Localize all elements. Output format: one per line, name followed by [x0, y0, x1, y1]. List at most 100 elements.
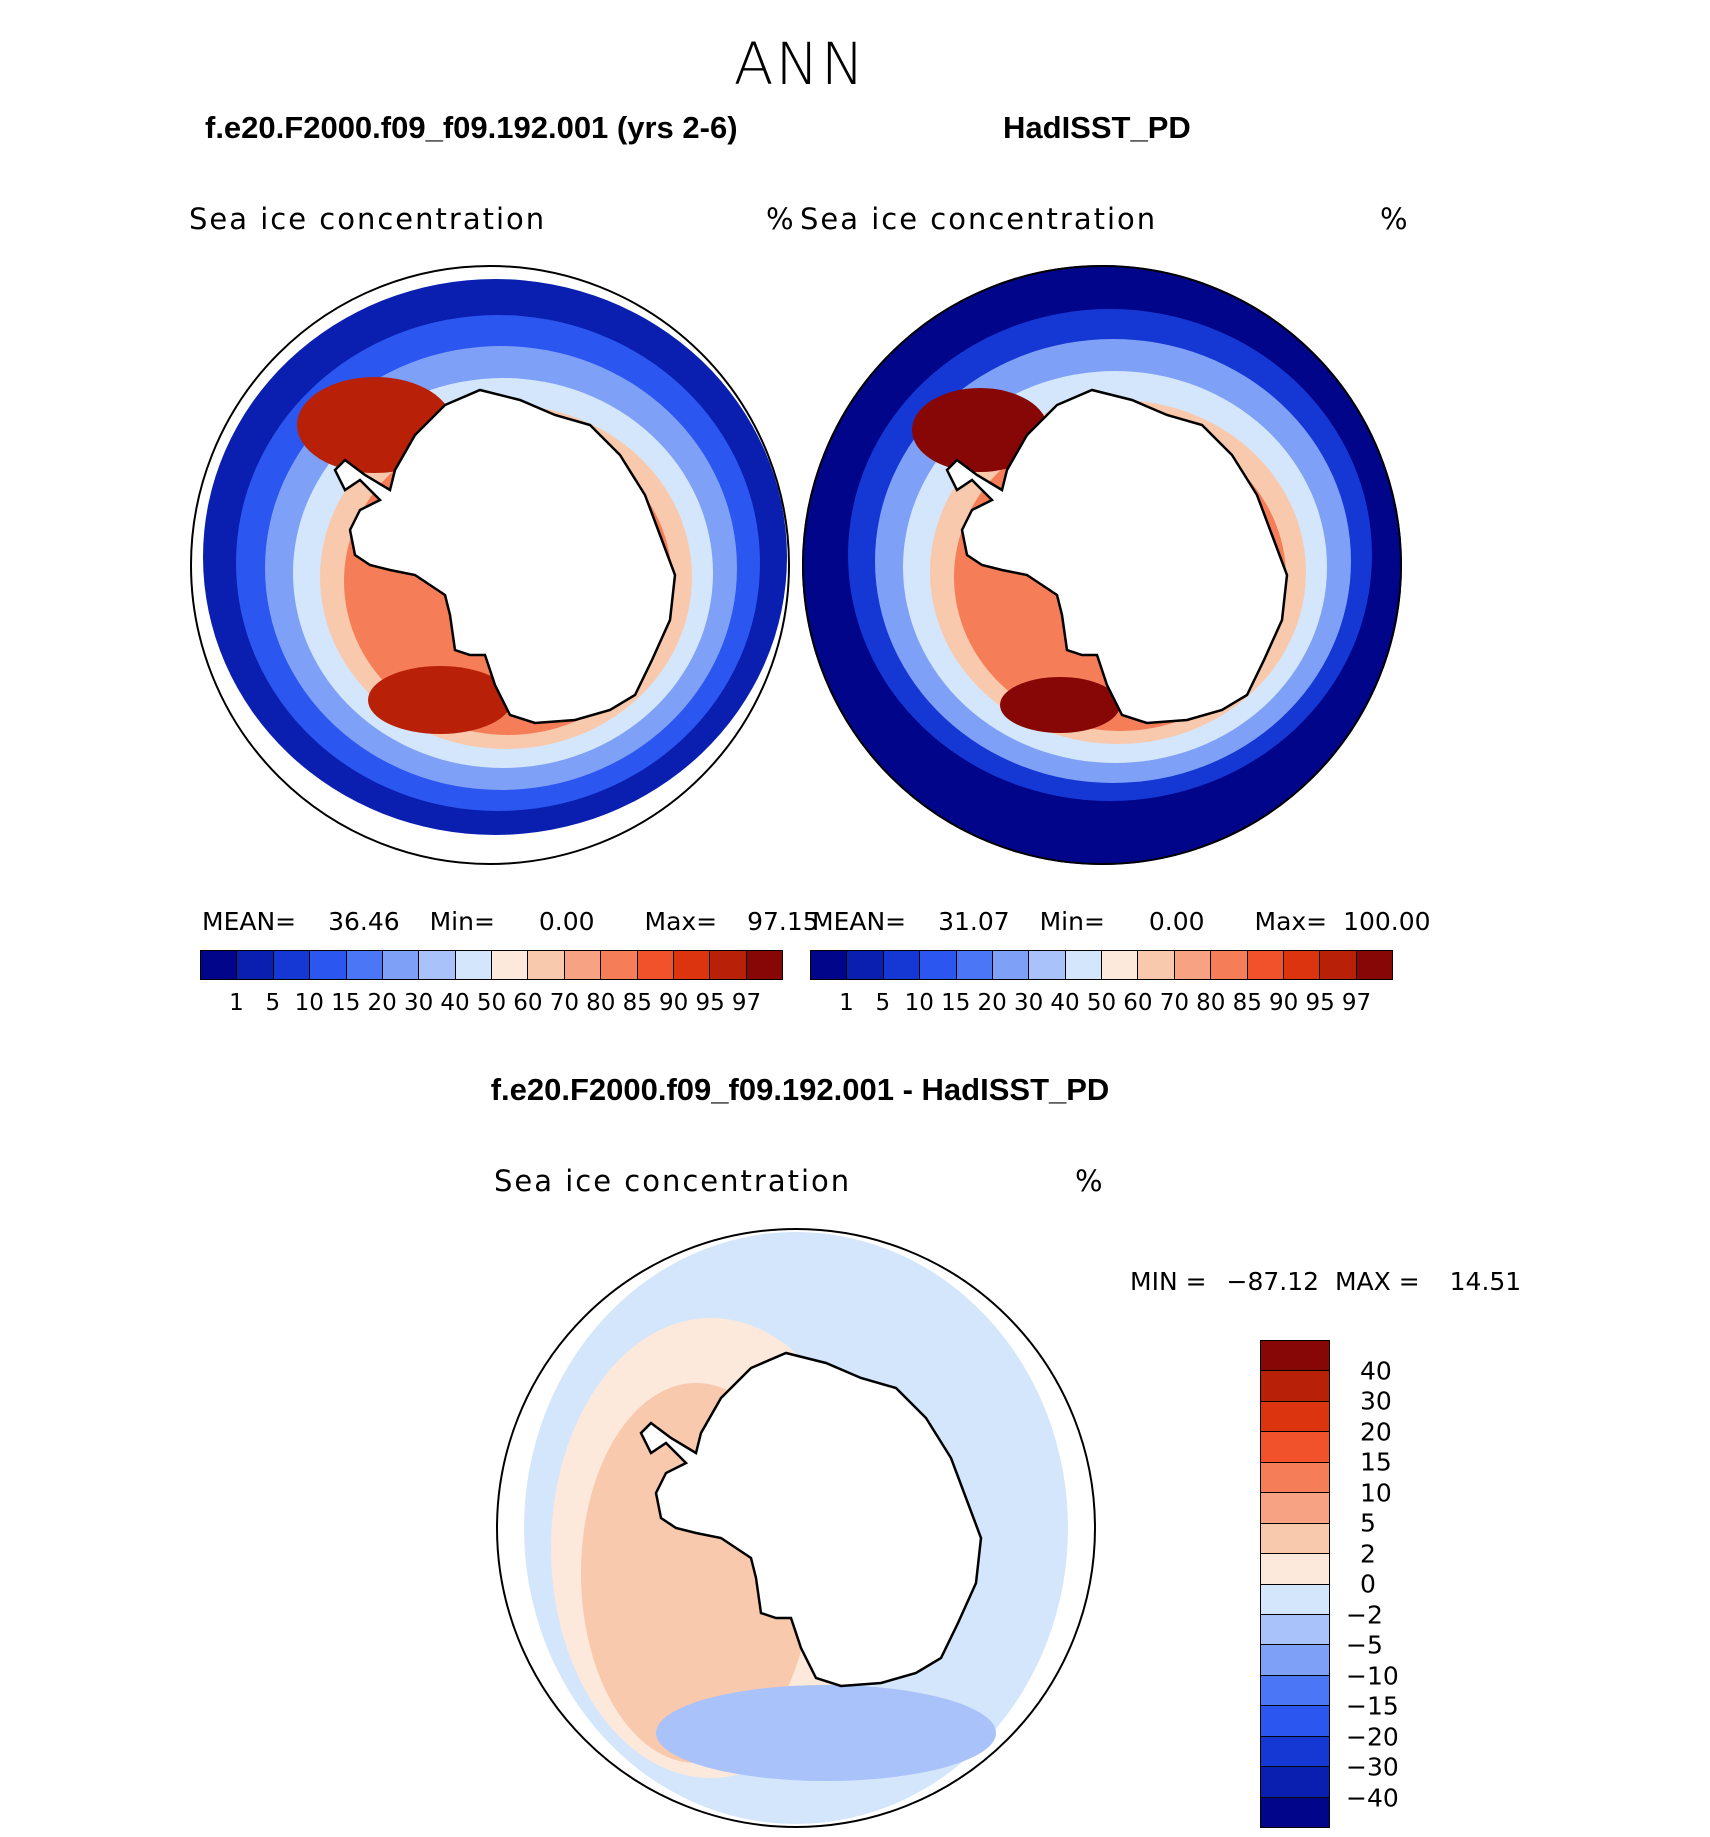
colorbar-tick-label: 90 — [1269, 990, 1299, 1016]
colorbar-tick-label: 95 — [1305, 990, 1335, 1016]
colorbar-swatch — [346, 951, 383, 979]
panel1-stats: MEAN= 36.46 Min= 0.00 Max= 97.15 — [202, 907, 819, 936]
panel1-mean-label: MEAN= — [202, 907, 297, 936]
panel3-title: f.e20.F2000.f09_f09.192.001 - HadISST_PD — [490, 1072, 1110, 1107]
colorbar-swatch — [528, 951, 565, 979]
colorbar-swatch — [673, 951, 711, 979]
colorbar-swatch — [1247, 951, 1284, 979]
panel3-max-label: MAX = — [1334, 1267, 1420, 1296]
panel2-title: HadISST_PD — [1003, 110, 1191, 145]
colorbar-swatch — [1065, 951, 1102, 979]
colorbar-swatch — [992, 951, 1030, 979]
colorbar-tick-label: 5 — [875, 990, 891, 1016]
panel2-hotspot-2 — [1000, 677, 1120, 733]
panel2-map — [802, 265, 1402, 865]
colorbar-swatch — [920, 951, 957, 979]
colorbar-swatch — [1261, 1554, 1329, 1585]
panel2-max-value: 100.00 — [1343, 907, 1431, 936]
colorbar-swatch — [1261, 1675, 1329, 1707]
colorbar-swatch — [746, 951, 782, 979]
colorbar-tick-label: 1 — [839, 990, 854, 1016]
colorbar-swatch — [310, 951, 347, 979]
colorbar-tick-label: 10 — [1360, 1478, 1392, 1507]
panel1-mean-value: 36.46 — [328, 907, 400, 936]
colorbar-tick-label: 0 — [1360, 1569, 1376, 1599]
panel3-stats: MIN = −87.12 MAX = 14.51 — [1130, 1267, 1521, 1296]
colorbar-swatch — [455, 951, 492, 979]
colorbar-swatch — [1261, 1706, 1329, 1737]
colorbar-tick-label: −40 — [1346, 1783, 1399, 1812]
colorbar-swatch — [492, 951, 529, 979]
panel1-max-value: 97.15 — [747, 907, 819, 936]
panel3-min-value: −87.12 — [1226, 1267, 1320, 1296]
colorbar-tick-label: 40 — [1360, 1356, 1392, 1385]
panel1-colorbar — [200, 950, 783, 980]
colorbar-swatch — [1261, 1767, 1329, 1798]
main-title: ANN — [733, 30, 867, 98]
colorbar-tick-label: 30 — [403, 990, 434, 1016]
panel2-max-label: Max= — [1254, 907, 1328, 936]
colorbar-swatch — [956, 951, 993, 979]
panel3-colorbar-ticks: 40 30 20 15 10 5 2 0 −2 −5 −10 −15 −20 −30 −40 — [1346, 1340, 1426, 1828]
colorbar-swatch — [1261, 1736, 1329, 1768]
colorbar-swatch — [201, 951, 238, 979]
panel1-min-label: Min= — [429, 907, 495, 936]
colorbar-swatch — [710, 951, 747, 979]
panel2-mean-label: MEAN= — [812, 907, 907, 936]
colorbar-swatch — [1261, 1614, 1329, 1646]
colorbar-tick-label: 10 — [904, 990, 934, 1016]
colorbar-tick-label: 80 — [586, 990, 616, 1016]
colorbar-swatch — [811, 951, 848, 979]
panel2-colorbar-ticks: 1 5 10 15 20 30 40 50 60 70 80 85 90 95 97 — [810, 990, 1393, 1020]
colorbar-swatch — [1261, 1584, 1329, 1615]
colorbar-tick-label: 95 — [695, 990, 725, 1016]
panel2-antarctica — [945, 388, 1289, 725]
panel1-units: % — [766, 202, 796, 236]
panel2-units: % — [1380, 202, 1410, 236]
colorbar-swatch — [1102, 951, 1139, 979]
panel1-variable: Sea ice concentration — [189, 202, 547, 236]
colorbar-tick-label: 15 — [331, 990, 361, 1016]
colorbar-tick-label: 15 — [941, 990, 971, 1016]
colorbar-swatch — [1029, 951, 1066, 979]
colorbar-tick-label: −2 — [1346, 1600, 1383, 1629]
panel3-min-label: MIN = — [1130, 1267, 1207, 1296]
colorbar-swatch — [1261, 1341, 1329, 1372]
colorbar-tick-label: 85 — [1232, 990, 1262, 1016]
colorbar-swatch — [1283, 951, 1321, 979]
colorbar-tick-label: 15 — [1360, 1447, 1392, 1477]
colorbar-tick-label: 2 — [1360, 1539, 1376, 1568]
colorbar-tick-label: 60 — [1123, 990, 1153, 1016]
colorbar-tick-label: 20 — [1360, 1417, 1392, 1446]
colorbar-tick-label: 97 — [1341, 990, 1372, 1016]
colorbar-swatch — [382, 951, 420, 979]
panel2-mean-value: 31.07 — [938, 907, 1010, 936]
panel3-band-4 — [656, 1685, 996, 1781]
panel1-colorbar-ticks: 1 5 10 15 20 30 40 50 60 70 80 85 90 95 97 — [200, 990, 783, 1020]
colorbar-swatch — [1261, 1645, 1329, 1676]
colorbar-swatch — [601, 951, 638, 979]
panel3-max-value: 14.51 — [1449, 1267, 1522, 1296]
panel1-map — [190, 265, 790, 865]
colorbar-swatch — [1320, 951, 1357, 979]
panel2-colorbar — [810, 950, 1393, 980]
colorbar-tick-label: 20 — [977, 990, 1007, 1016]
colorbar-swatch — [1261, 1432, 1329, 1463]
panel3-map — [496, 1228, 1096, 1828]
colorbar-tick-label: −5 — [1346, 1630, 1383, 1660]
colorbar-tick-label: 50 — [1086, 990, 1117, 1016]
colorbar-tick-label: 1 — [229, 990, 244, 1016]
colorbar-tick-label: 85 — [622, 990, 652, 1016]
colorbar-tick-label: −20 — [1346, 1722, 1399, 1751]
panel1-min-value: 0.00 — [538, 907, 595, 936]
colorbar-swatch — [564, 951, 602, 979]
colorbar-tick-label: 40 — [1050, 990, 1080, 1016]
colorbar-tick-label: 90 — [659, 990, 689, 1016]
colorbar-tick-label: 60 — [513, 990, 543, 1016]
panel3-colorbar — [1260, 1340, 1330, 1828]
colorbar-swatch — [1261, 1462, 1329, 1494]
panel3-units: % — [1075, 1164, 1105, 1198]
panel2-min-value: 0.00 — [1148, 907, 1205, 936]
colorbar-tick-label: −15 — [1346, 1691, 1399, 1721]
colorbar-swatch — [1261, 1797, 1329, 1827]
